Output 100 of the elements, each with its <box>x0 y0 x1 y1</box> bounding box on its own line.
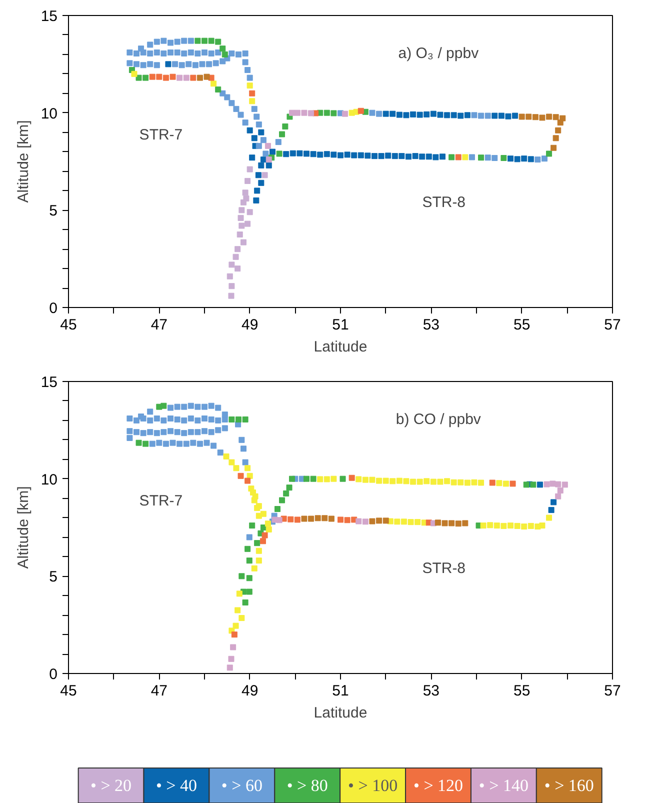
x-axis-title: Latitude <box>314 704 368 722</box>
point <box>432 154 439 160</box>
point <box>358 108 364 114</box>
point <box>557 488 564 494</box>
point <box>358 152 364 158</box>
x-tick-label: 47 <box>150 682 168 700</box>
point <box>131 70 138 77</box>
point <box>372 153 378 160</box>
point <box>258 162 264 168</box>
point <box>176 74 183 81</box>
point <box>330 152 337 158</box>
y-tick-label: 15 <box>40 8 58 25</box>
point <box>142 440 149 447</box>
point <box>242 416 248 422</box>
point <box>530 482 536 488</box>
point <box>196 74 203 81</box>
y-tick-label: 15 <box>40 374 58 391</box>
point <box>228 292 234 299</box>
point <box>222 51 228 58</box>
point <box>406 154 412 160</box>
point <box>156 74 162 80</box>
point <box>249 90 256 96</box>
point <box>442 520 448 526</box>
point <box>204 74 210 80</box>
point <box>244 546 251 552</box>
point <box>322 515 328 522</box>
point <box>448 154 455 160</box>
point <box>308 110 314 116</box>
point <box>210 80 217 87</box>
point <box>340 476 346 482</box>
point <box>390 110 396 117</box>
y-tick-label: 10 <box>40 105 58 122</box>
point <box>270 148 276 155</box>
point <box>310 151 316 158</box>
point <box>351 152 358 158</box>
text: • > 80 <box>286 776 328 795</box>
point <box>478 154 484 161</box>
text: • > 40 <box>156 776 198 795</box>
point <box>258 129 264 136</box>
point <box>434 520 441 526</box>
point <box>426 154 432 160</box>
point <box>458 112 464 119</box>
point <box>246 82 253 89</box>
point <box>304 150 310 157</box>
point <box>364 152 371 159</box>
point <box>552 114 559 120</box>
point <box>262 532 268 538</box>
point <box>249 154 256 161</box>
point <box>283 151 290 158</box>
point <box>242 190 248 196</box>
point <box>160 402 167 409</box>
text: • > 100 <box>348 776 398 795</box>
point <box>290 150 296 156</box>
point <box>162 74 169 81</box>
point <box>444 112 450 118</box>
point <box>382 110 389 117</box>
point <box>546 150 552 157</box>
point <box>437 112 444 118</box>
point <box>548 506 554 513</box>
point <box>304 476 310 482</box>
point <box>232 254 239 260</box>
point <box>228 283 235 290</box>
point <box>338 152 344 158</box>
point <box>170 74 176 80</box>
x-tick-label: 49 <box>241 316 258 334</box>
text: • > 120 <box>413 776 464 795</box>
point <box>286 484 292 491</box>
point <box>317 152 324 158</box>
y-axis-title: Altitude [km] <box>14 486 32 569</box>
point <box>536 482 543 488</box>
point <box>238 214 244 221</box>
point <box>555 481 562 488</box>
point <box>385 152 392 159</box>
point <box>249 98 256 104</box>
point <box>526 114 532 120</box>
point <box>314 515 321 522</box>
point <box>492 112 498 119</box>
x-tick-label: 45 <box>60 316 77 334</box>
point <box>528 156 534 162</box>
point <box>251 135 258 142</box>
annotation: STR-7 <box>139 492 183 510</box>
point <box>550 499 557 506</box>
point <box>521 156 528 162</box>
point <box>512 112 518 119</box>
point <box>356 518 362 524</box>
point <box>294 516 300 523</box>
point <box>555 127 562 134</box>
point <box>362 518 368 525</box>
point <box>489 480 496 486</box>
x-tick-label: 53 <box>422 316 440 334</box>
point <box>376 518 382 524</box>
point <box>262 172 268 178</box>
point <box>242 599 248 606</box>
annotation: STR-8 <box>422 194 466 211</box>
point <box>254 188 260 194</box>
x-tick-label: 45 <box>60 682 77 700</box>
y-tick-label: 10 <box>40 471 58 488</box>
point <box>244 478 251 484</box>
point <box>294 110 300 116</box>
point <box>240 239 246 246</box>
